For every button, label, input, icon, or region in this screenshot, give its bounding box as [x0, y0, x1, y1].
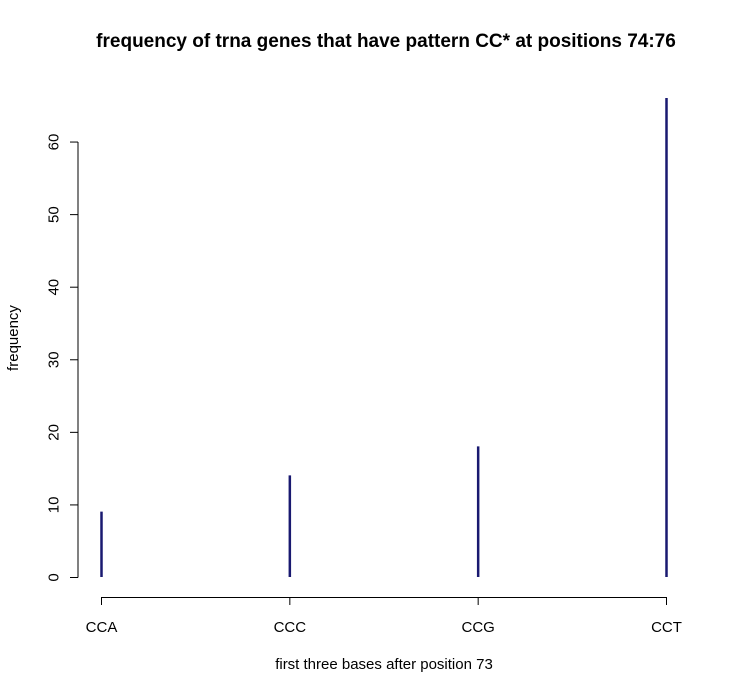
x-axis: CCA CCC CCG CCT [86, 597, 682, 636]
y-tick-label-20: 20 [46, 424, 63, 441]
y-tick-label-10: 10 [46, 497, 63, 514]
y-tick-label-60: 60 [46, 134, 63, 151]
y-tick-label-0: 0 [46, 573, 63, 581]
x-tick-label-ccg: CCG [461, 619, 494, 636]
x-tick-label-cca: CCA [86, 619, 118, 636]
x-tick-label-ccc: CCC [274, 619, 307, 636]
y-tick-label-40: 40 [46, 279, 63, 296]
x-axis-label: first three bases after position 73 [275, 656, 493, 673]
y-axis: 0 10 20 30 40 50 60 [46, 134, 79, 582]
y-axis-label: frequency [5, 305, 22, 371]
x-tick-label-cct: CCT [651, 619, 682, 636]
bars [100, 98, 668, 577]
y-tick-label-30: 30 [46, 351, 63, 368]
y-tick-label-50: 50 [46, 206, 63, 223]
chart-title: frequency of trna genes that have patter… [96, 31, 676, 52]
